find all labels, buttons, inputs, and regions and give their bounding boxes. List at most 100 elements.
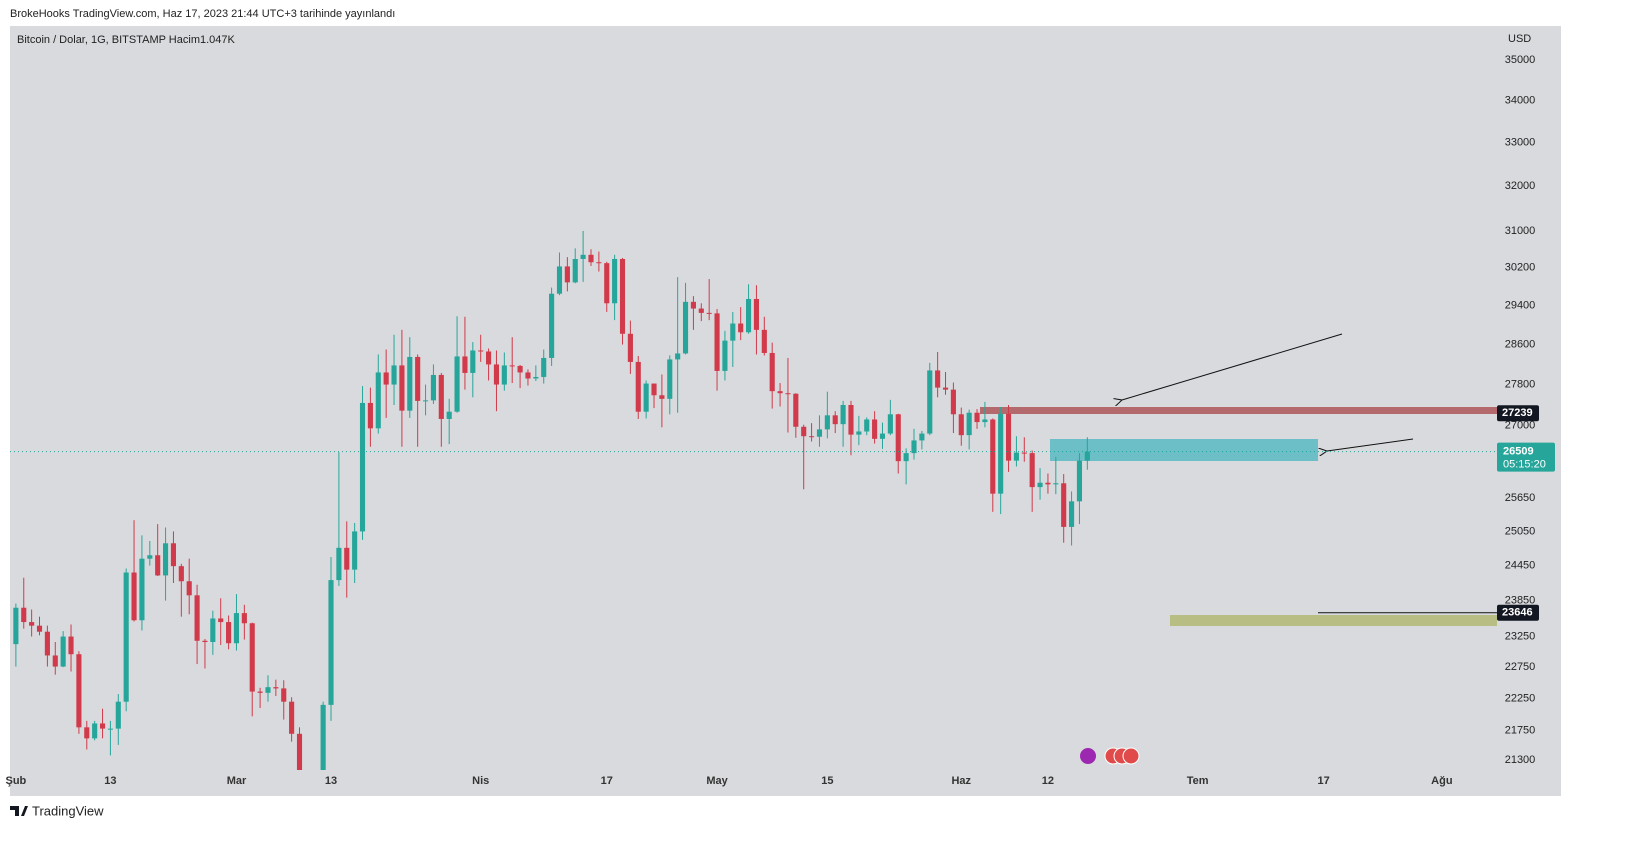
candle-body: [131, 572, 137, 621]
candle-body: [746, 298, 752, 333]
candle-body: [667, 359, 673, 399]
candle-body: [281, 688, 287, 702]
candle-body: [903, 453, 909, 462]
x-tick-label: Ağu: [1431, 775, 1452, 787]
demand-zone: [1050, 439, 1318, 461]
arrow: [1122, 333, 1343, 400]
candle-body: [1045, 482, 1051, 485]
candle-body: [572, 258, 578, 283]
candle-body: [879, 433, 886, 439]
candle-body: [320, 704, 326, 770]
y-tick-label: 27000: [1505, 420, 1536, 432]
candle-body: [155, 555, 161, 576]
x-tick-label: 13: [104, 775, 116, 787]
candle-body: [722, 340, 728, 371]
y-tick-label: 23850: [1505, 595, 1536, 607]
candle-body: [738, 323, 744, 333]
chart-title: Bitcoin / Dolar, 1G, BITSTAMP Hacim1.047…: [17, 34, 236, 46]
candle-body: [753, 298, 759, 330]
candle-body: [60, 636, 66, 667]
candle-body: [1053, 483, 1059, 485]
y-tick-label: 25650: [1505, 492, 1536, 504]
y-tick-label: 31000: [1505, 225, 1536, 237]
level-box: [1497, 604, 1539, 621]
y-tick-label: 33000: [1505, 137, 1536, 149]
candle-body: [643, 383, 649, 412]
candle-body: [470, 350, 476, 373]
candle-body: [178, 566, 184, 582]
candle-body: [777, 391, 783, 394]
candle-body: [226, 622, 232, 644]
candle-body: [761, 329, 767, 353]
candle-body: [887, 414, 893, 434]
candle-body: [1005, 413, 1012, 461]
candle-body: [801, 426, 807, 437]
candle-body: [911, 440, 917, 454]
candle-body: [549, 293, 555, 358]
candle-body: [816, 429, 823, 437]
candle-body: [399, 365, 405, 411]
candle-body: [612, 258, 618, 304]
candle-body: [982, 419, 988, 423]
candle-body: [210, 618, 216, 643]
candle-body: [367, 402, 373, 429]
x-tick-label: 13: [325, 775, 337, 787]
candle-body: [1076, 460, 1083, 502]
countdown-label: 05:15:20: [1503, 459, 1546, 471]
candle-body: [556, 266, 563, 294]
candle-body: [257, 691, 263, 693]
candle-body: [430, 374, 436, 401]
level-label: 27239: [1502, 407, 1533, 419]
candle-body: [1069, 501, 1075, 527]
candle-body: [950, 389, 956, 415]
candle-body: [241, 613, 247, 624]
candle-body: [13, 607, 19, 645]
event-icons: [1080, 747, 1140, 765]
candle-body: [698, 308, 704, 313]
candle-body: [974, 412, 980, 423]
candle-body: [273, 687, 279, 689]
logo-mark: [10, 806, 28, 816]
candle-body: [36, 625, 43, 632]
candle-body: [454, 356, 460, 412]
candle-body: [682, 301, 689, 354]
candle-body: [958, 414, 964, 436]
x-tick-label: Mar: [227, 775, 247, 787]
x-tick-label: 17: [601, 775, 613, 787]
candle-body: [139, 558, 145, 621]
candle-body: [580, 254, 586, 259]
y-tick-label: 34000: [1505, 95, 1536, 107]
level-box: [1497, 405, 1539, 422]
candle-body: [68, 636, 74, 655]
candle-body: [651, 383, 657, 396]
candle-body: [336, 547, 342, 581]
x-tick-label: Nis: [472, 775, 489, 787]
candle-body: [927, 370, 933, 434]
candle-body: [627, 333, 633, 362]
candle-body: [289, 701, 295, 734]
candle-body: [1061, 483, 1067, 527]
candle-body: [998, 413, 1004, 494]
resistance-zone: [980, 407, 1497, 414]
candle-body: [446, 411, 452, 419]
candle-body: [493, 364, 500, 385]
candle-body: [249, 623, 255, 692]
candle-body: [935, 370, 941, 388]
x-tick-label: 17: [1318, 775, 1330, 787]
candle-body: [233, 613, 240, 644]
candle-body: [305, 824, 310, 837]
candle-body: [659, 395, 665, 399]
candle-body: [966, 412, 972, 436]
candle-body: [872, 419, 878, 439]
y-tick-label: 23250: [1505, 630, 1536, 642]
candle-body: [375, 372, 381, 429]
candle-body: [99, 723, 106, 729]
candle-body: [313, 806, 318, 836]
candle-body: [52, 655, 58, 667]
x-tick-label: 15: [821, 775, 833, 787]
candle-body: [84, 727, 90, 739]
y-tick-label: 35000: [1505, 54, 1536, 66]
logo: [10, 806, 28, 816]
